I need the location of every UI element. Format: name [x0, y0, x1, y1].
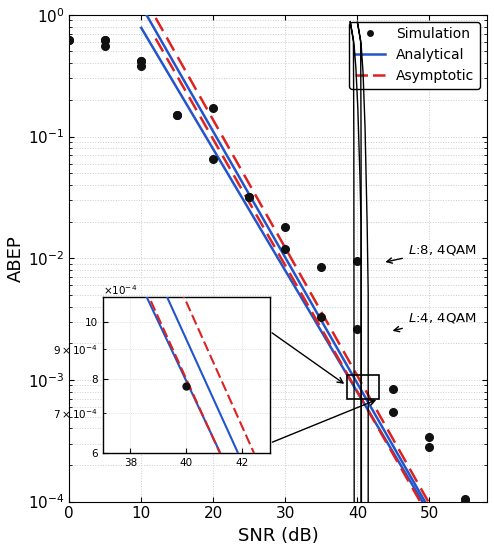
Text: $L$:8, 4QAM: $L$:8, 4QAM [387, 243, 477, 263]
Legend: Simulation, Analytical, Asymptotic: Simulation, Analytical, Asymptotic [349, 22, 480, 89]
X-axis label: SNR (dB): SNR (dB) [238, 527, 319, 545]
Text: $L$:4, 4QAM: $L$:4, 4QAM [394, 311, 477, 332]
Y-axis label: ABEP: ABEP [7, 235, 25, 282]
Bar [347, 375, 379, 399]
